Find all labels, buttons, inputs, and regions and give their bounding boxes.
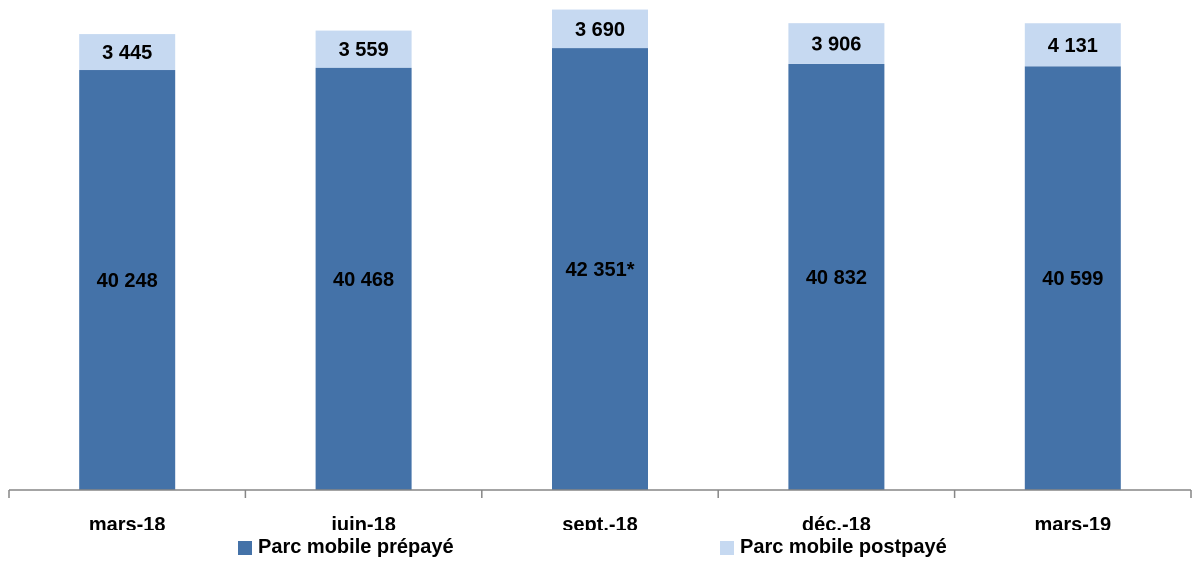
legend: Parc mobile prépayé Parc mobile postpayé <box>0 536 1201 566</box>
bar-prepaye <box>788 63 885 491</box>
x-tick-label: sept.-18 <box>562 514 638 530</box>
value-labels-group: 40 248 3 445 40 468 3 559 42 351* 3 690 40 832… <box>97 19 1104 292</box>
bar-postpaye <box>315 30 412 68</box>
data-label-postpaye: 3 445 <box>102 42 152 64</box>
data-label-postpaye: 3 690 <box>575 19 625 41</box>
bar-postpaye <box>552 9 648 49</box>
bar-prepaye <box>552 48 648 490</box>
bar-prepaye <box>315 67 412 490</box>
data-label-prepaye: 40 248 <box>97 270 158 292</box>
bar-postpaye <box>79 34 176 71</box>
bar-postpaye <box>1024 23 1121 67</box>
data-label-postpaye: 3 906 <box>811 34 861 56</box>
bar-postpaye <box>788 23 885 64</box>
data-label-prepaye: 40 832 <box>806 267 867 289</box>
data-label-postpaye: 4 131 <box>1048 35 1098 57</box>
x-tick-label: juin-18 <box>330 514 395 530</box>
legend-swatch-postpaye <box>720 540 734 555</box>
x-tick-label: mars-18 <box>89 514 166 530</box>
legend-label-prepaye: Parc mobile prépayé <box>258 536 454 558</box>
legend-item-postpaye: Parc mobile postpayé <box>720 536 947 559</box>
stacked-bar-chart: 40 248 3 445 40 468 3 559 42 351* 3 690 40 832… <box>8 9 1192 530</box>
legend-swatch-prepaye <box>238 540 252 555</box>
data-label-prepaye: 42 351* <box>566 259 635 281</box>
x-tick-label: déc.-18 <box>802 514 871 530</box>
data-label-postpaye: 3 559 <box>339 39 389 61</box>
legend-item-prepaye: Parc mobile prépayé <box>238 536 454 559</box>
legend-label-postpaye: Parc mobile postpayé <box>740 536 947 558</box>
x-axis-ticks-group <box>8 490 1192 498</box>
data-label-prepaye: 40 468 <box>333 269 394 291</box>
bar-prepaye <box>79 70 176 490</box>
bars-group <box>79 9 1121 491</box>
data-label-prepaye: 40 599 <box>1042 268 1103 290</box>
x-axis-labels-group: mars-18 juin-18 sept.-18 déc.-18 mars-19 <box>89 514 1111 530</box>
x-tick-label: mars-19 <box>1034 514 1111 530</box>
bar-prepaye <box>1024 66 1121 490</box>
